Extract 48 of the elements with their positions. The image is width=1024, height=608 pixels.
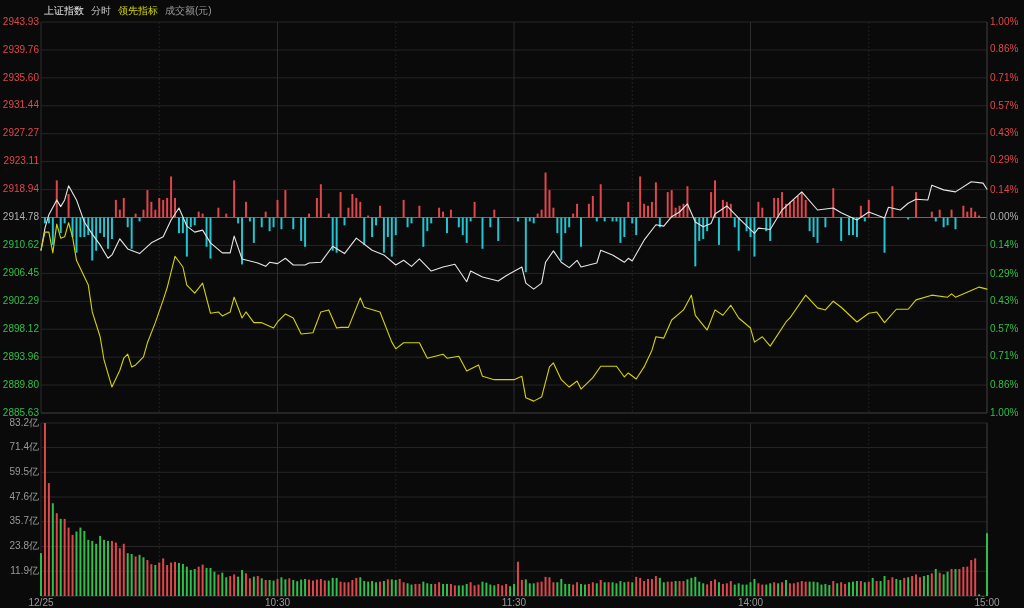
y2-tick-label: 0.57%: [990, 99, 1019, 111]
y-tick-label: 47.6亿: [9, 490, 39, 502]
y-tick-label: 2898.12: [2, 322, 40, 334]
line-series: [40, 181, 988, 290]
y2-tick-label: 0.29%: [990, 154, 1019, 166]
text: 成交额(元): [165, 4, 212, 16]
y2-tick-label: 0.29%: [990, 267, 1019, 279]
y2-tick-label: 0.14%: [990, 238, 1019, 250]
y-tick-label: 2906.45: [2, 267, 40, 279]
y-tick-label: 2902.29: [2, 294, 40, 306]
y-tick-label: 2910.62: [2, 239, 40, 251]
line-series: [40, 222, 988, 402]
y-tick-label: 59.5亿: [9, 465, 39, 477]
y-tick-label: 23.8亿: [9, 540, 39, 552]
y-tick-label: 2931.44: [2, 99, 40, 111]
y2-tick-label: 1.00%: [990, 406, 1019, 418]
x-tick-label: 12/25: [28, 596, 54, 608]
y-tick-label: 2893.96: [2, 350, 40, 362]
y2-tick-label: 0.71%: [990, 72, 1019, 84]
y2-tick-label: 0.71%: [990, 349, 1019, 361]
y-tick-label: 2927.27: [2, 127, 40, 139]
y2-tick-label: 0.14%: [990, 183, 1019, 195]
y-tick-label: 2935.60: [2, 71, 40, 83]
y-tick-label: 11.9亿: [10, 564, 39, 576]
x-tick-label: 10:30: [264, 596, 291, 608]
x-tick-label: 11:30: [501, 596, 527, 608]
y-tick-label: 2943.93: [2, 15, 40, 27]
x-tick-label: 15:00: [974, 596, 1000, 608]
text: 领先指标: [118, 4, 158, 16]
y-tick-label: 83.2亿: [9, 416, 39, 428]
y-tick-label: 2885.63: [2, 406, 40, 418]
y-tick-label: 71.4亿: [9, 441, 39, 453]
y-tick-label: 2923.11: [3, 155, 40, 167]
y-tick-label: 2939.76: [2, 43, 40, 55]
y2-tick-label: 0.43%: [990, 127, 1019, 139]
y2-tick-label: 0.00%: [990, 211, 1019, 223]
y-tick-label: 35.7亿: [9, 515, 39, 527]
y2-tick-label: 0.57%: [990, 322, 1019, 334]
y2-tick-label: 0.86%: [990, 379, 1019, 391]
y2-tick-label: 1.00%: [990, 15, 1019, 27]
y-tick-label: 2914.78: [2, 211, 40, 223]
text: 上证指数: [44, 4, 84, 16]
chart-title: 分时: [91, 4, 111, 16]
y-tick-label: 2889.80: [2, 378, 40, 390]
y-tick-label: 2918.94: [2, 183, 40, 195]
x-tick-label: 14:00: [737, 596, 764, 608]
y2-tick-label: 0.43%: [990, 295, 1019, 307]
y2-tick-label: 0.86%: [990, 43, 1019, 55]
